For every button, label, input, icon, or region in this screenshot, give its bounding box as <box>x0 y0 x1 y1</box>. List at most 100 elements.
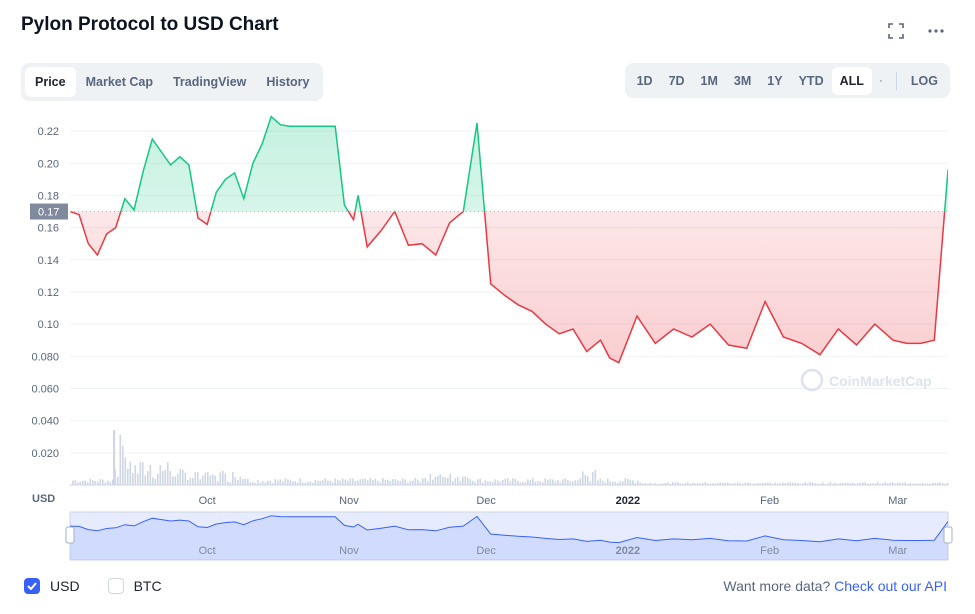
api-link[interactable]: Check out our API <box>834 578 947 594</box>
volume-bar <box>239 476 242 485</box>
range-1m[interactable]: 1M <box>700 73 718 88</box>
range-7d[interactable]: 7D <box>668 73 685 88</box>
btc-checkbox[interactable]: BTC <box>107 578 162 594</box>
volume-bar <box>682 483 684 485</box>
x-tick-label: 2022 <box>616 495 640 507</box>
volume-bar <box>449 473 452 485</box>
calendar-icon[interactable] <box>872 67 890 95</box>
volume-bar <box>864 482 867 485</box>
volume-bar <box>329 480 332 485</box>
price-point <box>636 315 638 317</box>
fullscreen-icon[interactable] <box>887 22 905 40</box>
volume-bar <box>667 482 669 485</box>
volume-bar <box>212 474 214 485</box>
volume-bar <box>172 476 174 485</box>
range-all[interactable]: ALL <box>831 66 872 95</box>
price-point <box>97 254 99 256</box>
volume-bar <box>74 480 77 485</box>
volume-bar <box>679 483 682 485</box>
volume-bar <box>747 482 749 485</box>
x-tick-label: Feb <box>760 495 779 507</box>
volume-bar <box>504 478 507 485</box>
volume-bar <box>444 477 447 485</box>
range-1d[interactable]: 1D <box>636 73 653 88</box>
navigator-area <box>70 515 948 560</box>
volume-bar <box>217 481 219 485</box>
volume-bar <box>357 480 359 485</box>
volume-bar <box>294 481 297 485</box>
volume-bar <box>134 465 137 485</box>
volume-bar <box>782 482 784 485</box>
volume-bar <box>234 477 237 485</box>
price-point <box>161 151 163 153</box>
volume-bar <box>534 481 537 485</box>
volume-bar <box>119 434 122 485</box>
price-point <box>600 339 602 341</box>
volume-bar <box>894 483 897 485</box>
range-1y[interactable]: 1Y <box>767 73 783 88</box>
volume-bar <box>519 482 522 485</box>
tab-tradingview[interactable]: TradingView <box>172 75 247 89</box>
volume-bar <box>392 479 394 485</box>
log-toggle[interactable]: LOG <box>910 73 938 88</box>
volume-bar <box>372 479 374 485</box>
volume-bar <box>674 482 677 485</box>
volume-bar <box>434 476 437 485</box>
price-point <box>188 164 190 166</box>
volume-bar <box>442 476 444 485</box>
volume-bar <box>647 483 649 485</box>
volume-bar <box>352 478 354 485</box>
price-point <box>225 179 227 181</box>
volume-bar <box>709 483 712 485</box>
checkbox-empty-icon <box>107 578 124 594</box>
usd-checkbox[interactable]: USD <box>24 578 80 594</box>
volume-bar <box>662 483 664 485</box>
volume-bar <box>247 479 249 485</box>
volume-bar <box>282 481 284 485</box>
volume-bar <box>507 478 509 485</box>
volume-bar <box>489 481 492 485</box>
range-divider <box>895 71 897 90</box>
price-point <box>197 217 199 219</box>
volume-bar <box>332 482 334 485</box>
volume-bar <box>874 483 877 485</box>
more-icon[interactable] <box>927 22 945 40</box>
price-point <box>673 328 675 330</box>
tab-history[interactable]: History <box>266 75 310 89</box>
volume-bar <box>412 480 414 485</box>
navigator-tick-label: Feb <box>760 545 779 557</box>
price-point <box>435 254 437 256</box>
navigator-right-handle[interactable] <box>943 526 953 544</box>
price-point <box>545 323 547 325</box>
tab-price[interactable]: Price <box>25 67 76 97</box>
volume-bar <box>754 483 757 485</box>
volume-bar <box>729 483 732 485</box>
volume-bar <box>642 483 644 485</box>
volume-bar <box>242 479 244 485</box>
volume-bar <box>89 478 92 485</box>
volume-bar <box>649 482 652 485</box>
price-chart: 0.22 0.20 0.18 0.16 0.14 0.12 0.10 0.080 0.060 0.… <box>30 115 953 561</box>
volume-bar <box>727 482 729 485</box>
volume-bar <box>402 478 404 485</box>
volume-bar <box>552 479 554 485</box>
volume-bar <box>842 483 844 485</box>
range-3m[interactable]: 3M <box>733 73 752 88</box>
volume-bar <box>339 480 342 485</box>
volume-bar <box>147 471 149 485</box>
volume-bar <box>867 483 869 485</box>
volume-bar <box>317 480 319 485</box>
api-promo-text: Want more data? <box>723 578 831 594</box>
volume-bar <box>314 479 317 485</box>
price-point <box>344 204 346 206</box>
volume-bar <box>92 480 94 485</box>
y-tick-label: 0.22 <box>38 126 59 138</box>
volume-bar <box>479 478 482 485</box>
volume-bar <box>774 482 777 485</box>
tab-market-cap[interactable]: Market Cap <box>85 75 153 89</box>
navigator-left-handle[interactable] <box>65 526 75 544</box>
volume-bar <box>559 482 562 485</box>
volume-bar <box>197 472 199 485</box>
range-ytd[interactable]: YTD <box>798 73 824 88</box>
price-point <box>490 283 492 285</box>
